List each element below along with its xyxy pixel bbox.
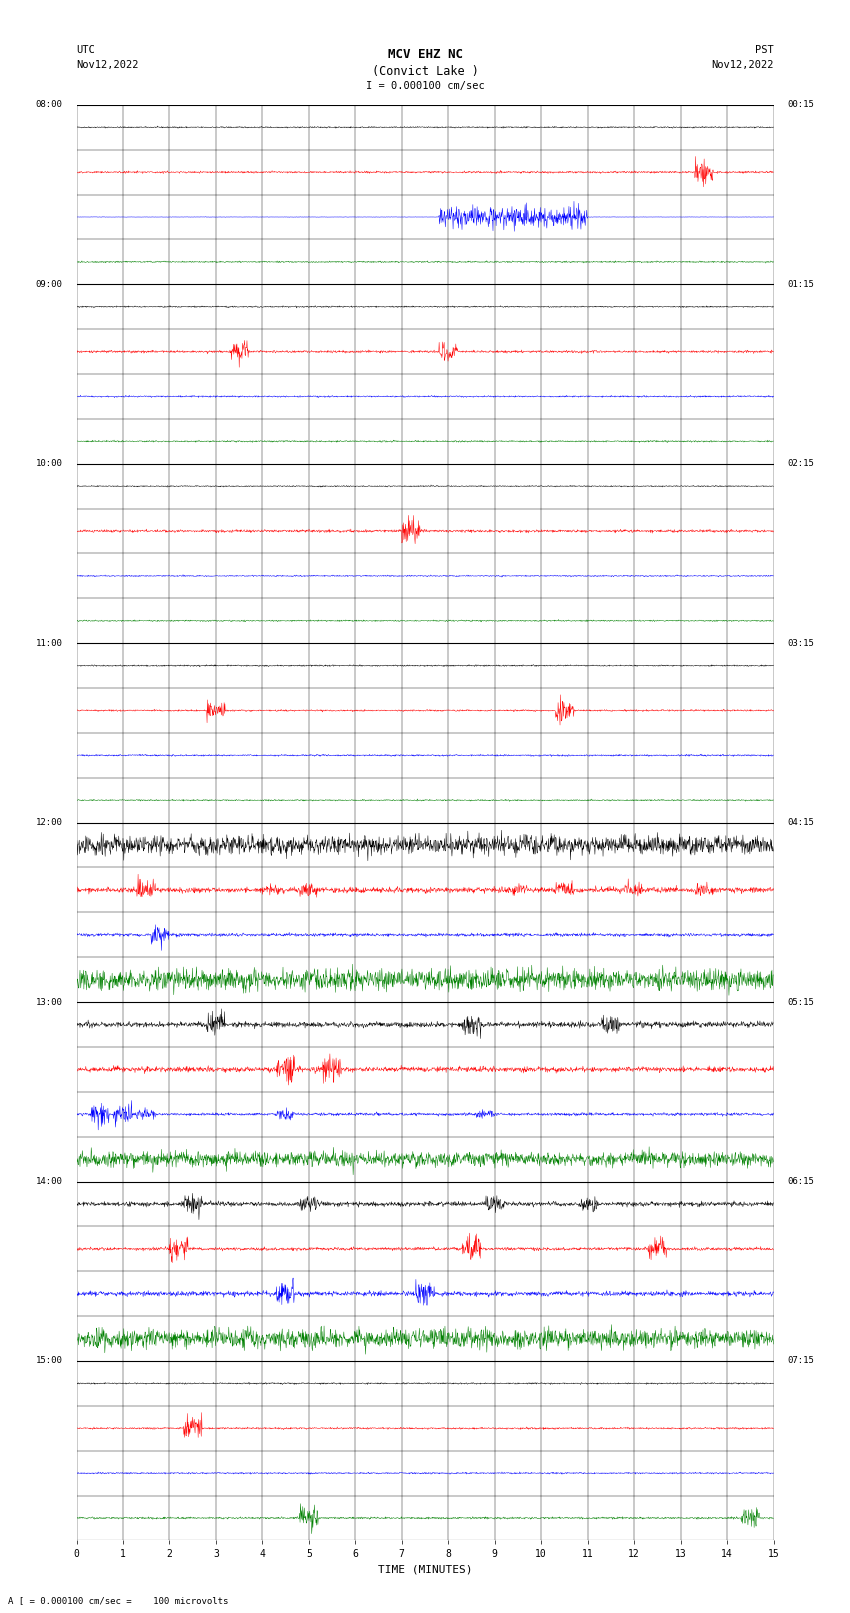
Text: 03:15: 03:15 <box>787 639 814 648</box>
Text: 14:00: 14:00 <box>36 1177 63 1186</box>
Text: 12:00: 12:00 <box>36 818 63 827</box>
X-axis label: TIME (MINUTES): TIME (MINUTES) <box>377 1565 473 1574</box>
Text: 02:15: 02:15 <box>787 460 814 468</box>
Text: 00:15: 00:15 <box>787 100 814 110</box>
Text: A [ = 0.000100 cm/sec =    100 microvolts: A [ = 0.000100 cm/sec = 100 microvolts <box>8 1595 229 1605</box>
Text: UTC: UTC <box>76 45 95 55</box>
Text: I = 0.000100 cm/sec: I = 0.000100 cm/sec <box>366 81 484 90</box>
Text: 08:00: 08:00 <box>36 100 63 110</box>
Text: 04:15: 04:15 <box>787 818 814 827</box>
Text: Nov12,2022: Nov12,2022 <box>711 60 774 69</box>
Text: 11:00: 11:00 <box>36 639 63 648</box>
Text: 07:15: 07:15 <box>787 1357 814 1366</box>
Text: 01:15: 01:15 <box>787 279 814 289</box>
Text: 09:00: 09:00 <box>36 279 63 289</box>
Text: 15:00: 15:00 <box>36 1357 63 1366</box>
Text: 10:00: 10:00 <box>36 460 63 468</box>
Text: 13:00: 13:00 <box>36 997 63 1007</box>
Text: (Convict Lake ): (Convict Lake ) <box>371 65 479 77</box>
Text: PST: PST <box>755 45 774 55</box>
Text: MCV EHZ NC: MCV EHZ NC <box>388 48 462 61</box>
Text: 05:15: 05:15 <box>787 997 814 1007</box>
Text: 06:15: 06:15 <box>787 1177 814 1186</box>
Text: Nov12,2022: Nov12,2022 <box>76 60 139 69</box>
